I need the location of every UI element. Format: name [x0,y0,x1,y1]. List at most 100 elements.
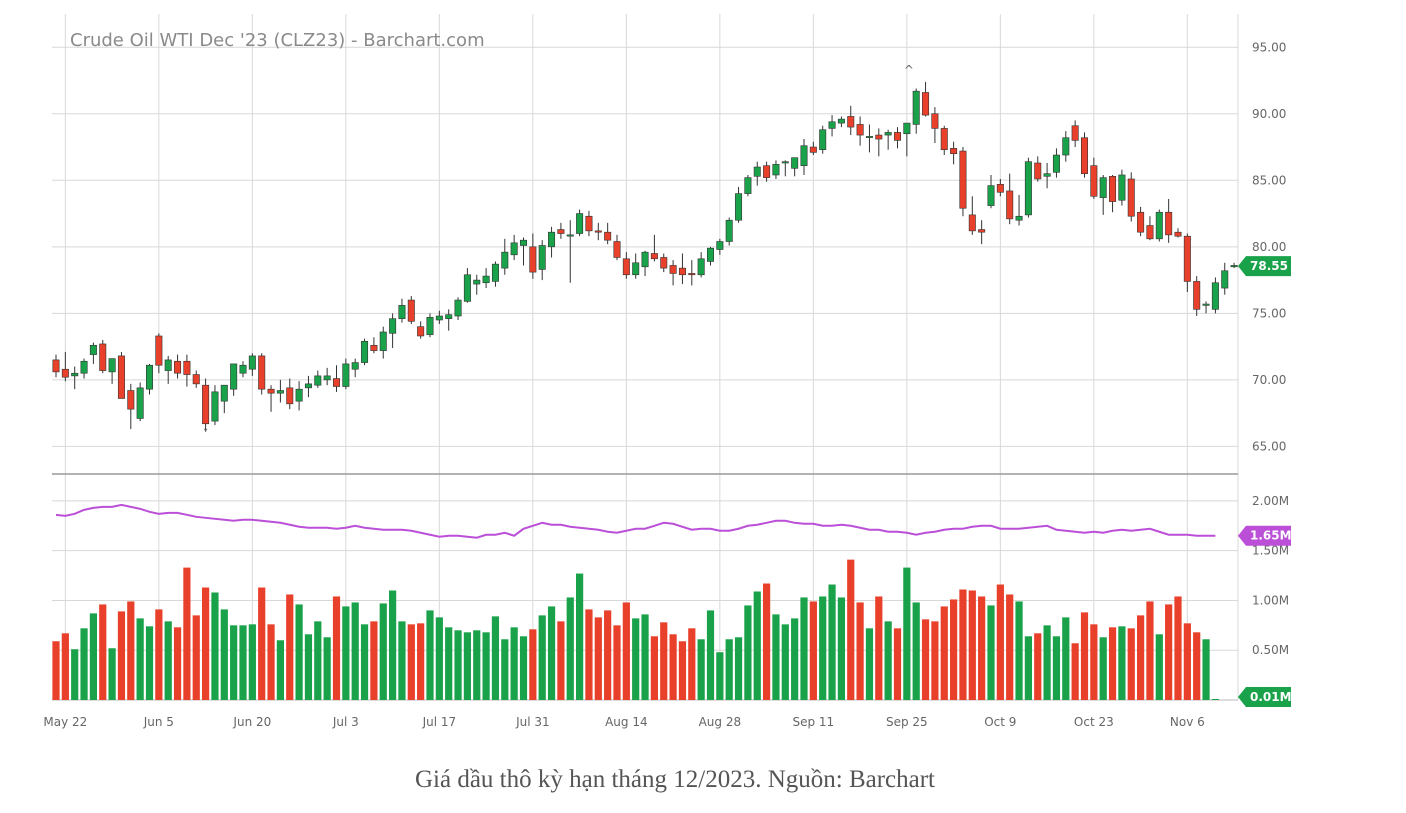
x-tick-label: Jul 3 [332,715,359,729]
volume-bar [52,641,60,700]
volume-bar [267,624,275,700]
candle-body [146,364,154,390]
volume-bar [763,583,771,700]
candle-body [884,132,892,136]
price-tick-label: 80.00 [1252,240,1286,254]
volume-bar [688,628,696,700]
candle-body [417,326,425,337]
price-tick-label: 70.00 [1252,373,1286,387]
candle-body [706,247,714,262]
volume-bar [1146,601,1154,700]
volume-bar [604,610,612,700]
candle-body [800,145,808,166]
volume-bar [557,621,565,700]
candle-body [819,129,827,151]
candle-body [192,374,200,385]
candle-body [566,234,574,237]
volume-bar [314,621,322,700]
candle-body [837,118,845,124]
candle-body [912,90,920,125]
x-tick-label: Oct 23 [1074,715,1114,729]
candle-body [220,384,228,402]
volume-bar [1202,639,1210,700]
volume-bar [1034,633,1042,700]
volume-bar [463,632,471,700]
volume-bar [1006,594,1014,700]
volume-bar [968,590,976,700]
candle-body [202,384,210,425]
candle-body [342,363,350,387]
candle-body [510,242,518,256]
candle-body [99,343,107,371]
volume-bar [978,596,986,700]
candle-body [136,387,144,419]
candle-body [248,355,256,370]
candle-body [183,360,191,375]
volume-bar [1211,699,1219,700]
volume-bar [1015,601,1023,700]
volume-bar [1090,624,1098,700]
volume-bar [323,637,331,700]
volume-bar [473,630,481,700]
candle-body [968,214,976,232]
candle-body [501,251,509,269]
last-volume-badge-shape [1238,687,1291,707]
volume-bar [706,610,715,700]
volume-bar [491,616,500,700]
candle-body [744,177,752,194]
volume-bar [417,623,425,700]
last-price-badge-shape [1238,256,1291,277]
candle-body [426,317,434,335]
candle-body [1099,177,1107,198]
volume-bar [678,641,687,700]
candle-body [435,315,443,321]
volume-bar [875,596,883,700]
volume-bar [547,606,556,700]
volume-bar [351,602,359,700]
candle-body [52,359,60,373]
candle-body [398,305,406,319]
candle-body [1118,174,1126,201]
candle-body [332,378,340,387]
candle-body [1230,265,1238,268]
candle-body [987,185,995,206]
candle-body [585,215,593,232]
volume-bar [1024,636,1032,700]
volume-bar [1080,612,1089,700]
volume-bar [1174,596,1182,700]
volume-bar [127,601,135,700]
x-tick-label: Jul 17 [422,715,457,729]
candle-body [286,387,294,405]
volume-bar [304,634,313,700]
volume-bar [295,604,303,700]
volume-bar [594,617,602,700]
candle-body [519,239,527,246]
candle-body [361,340,369,363]
volume-bar [1193,632,1201,700]
volume-bar [258,587,266,700]
candle-body [678,267,686,276]
candle-body [454,299,462,317]
volume-bar [903,567,911,700]
candle-body [959,150,967,209]
volume-bar [108,648,116,700]
volume-bar [1071,643,1079,700]
volume-bar [725,639,733,700]
candle-body [267,388,275,394]
x-tick-label: May 22 [43,715,87,729]
price-tick-label: 95.00 [1252,40,1286,54]
candle-body [174,360,182,374]
volume-bar [89,613,97,700]
candle-body [239,364,247,374]
last-price-badge-text: 78.55 [1250,259,1288,273]
last-volume-badge-text: 0.01M [1250,690,1292,704]
volume-bar [1043,625,1051,700]
candle-body [1006,190,1014,220]
x-tick-label: Jun 5 [143,715,174,729]
volume-bar [445,627,453,700]
volume-bar [641,614,649,700]
volume-bar [220,609,228,700]
volume-bar [753,591,761,700]
volume-bar [921,619,930,700]
y-axis-labels: 95.00 90.00 85.00 80.00 75.00 70.00 65.00 2.00M… [1252,40,1289,657]
